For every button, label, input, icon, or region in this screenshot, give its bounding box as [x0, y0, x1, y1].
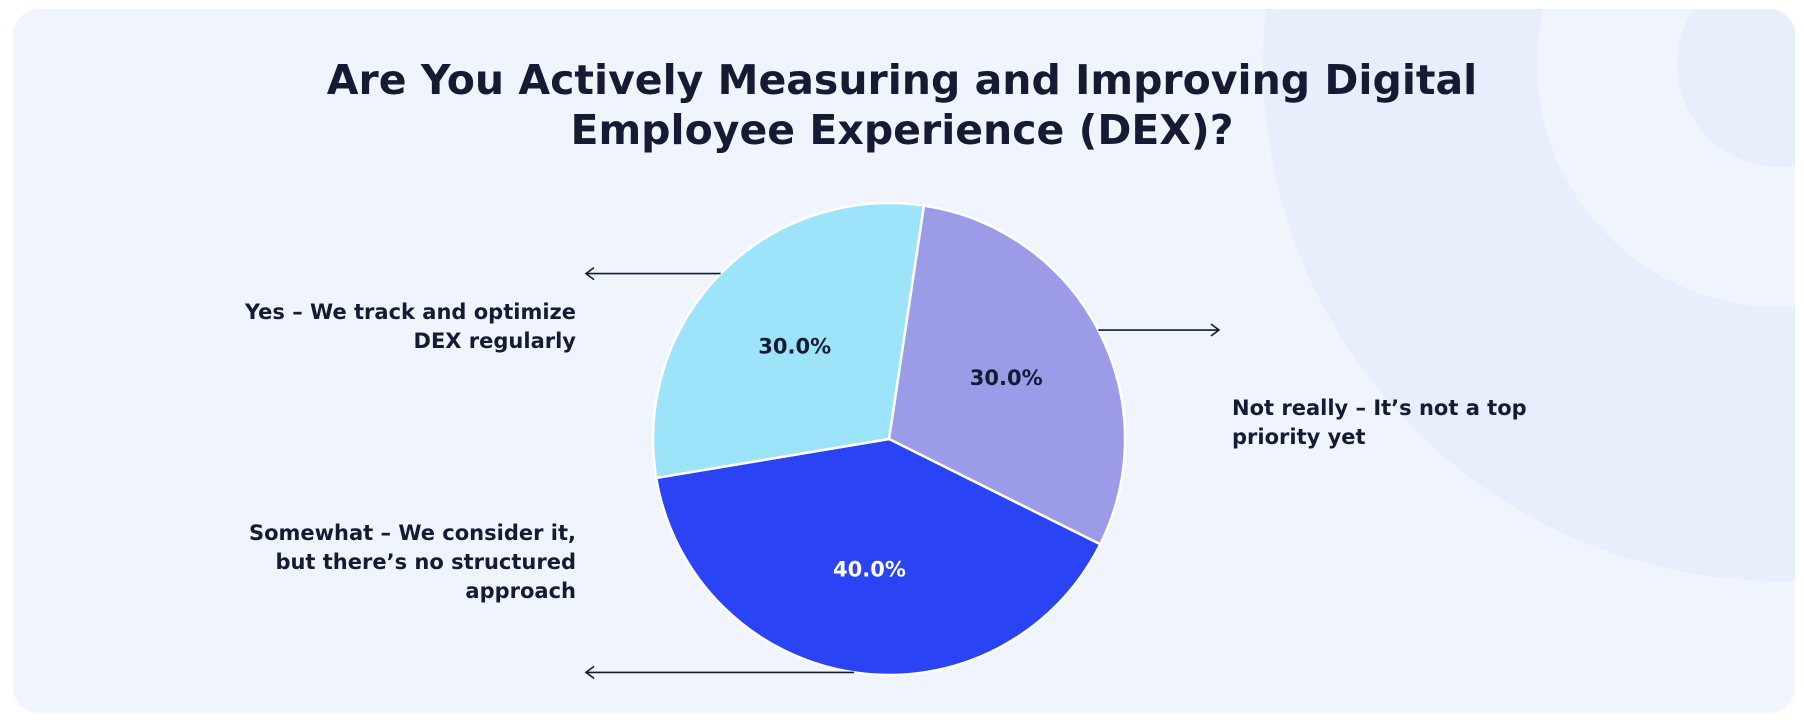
chart-title: Are You Actively Measuring and Improving…: [0, 55, 1804, 155]
slice-label-line: DEX regularly: [413, 329, 576, 353]
slice-label-line: priority yet: [1232, 425, 1366, 449]
slice-percent-yes: 30.0%: [758, 334, 831, 358]
slice-percent-not-really: 30.0%: [970, 366, 1043, 390]
leader-arrow-somewhat: [584, 665, 855, 680]
slice-label-line: Not really – It’s not a top: [1232, 396, 1527, 420]
slice-label-somewhat: Somewhat – We consider it, but there’s n…: [200, 519, 576, 606]
slice-label-yes: Yes – We track and optimize DEX regularl…: [200, 298, 576, 356]
leader-arrow-yes: [584, 266, 721, 281]
chart-title-line-1: Are You Actively Measuring and Improving…: [326, 56, 1478, 104]
pie-slice-yes: [651, 201, 926, 480]
leader-arrow-not-really: [1098, 323, 1221, 337]
slice-percent-somewhat: 40.0%: [833, 558, 906, 582]
slice-label-line: approach: [465, 579, 576, 603]
slice-label-line: but there’s no structured: [275, 550, 576, 574]
slice-label-line: Somewhat – We consider it,: [248, 521, 576, 545]
slice-label-not-really: Not really – It’s not a top priority yet: [1232, 394, 1532, 452]
background-decoration: [1263, 9, 1795, 581]
pie-slice-somewhat: [654, 437, 1102, 677]
pie-slice-not-really: [887, 204, 1127, 546]
slice-label-line: Yes – We track and optimize: [244, 300, 576, 324]
chart-title-line-2: Employee Experience (DEX)?: [570, 106, 1234, 154]
